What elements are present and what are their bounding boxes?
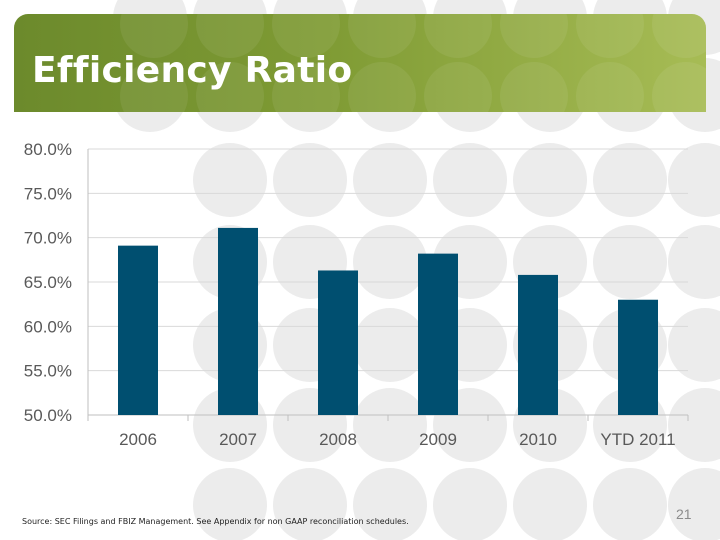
banner-circle [196,14,264,58]
banner-circle [272,14,340,58]
banner-circle [120,62,188,112]
y-tick-label: 60.0% [24,317,72,336]
banner-circle-pattern [120,14,706,112]
pattern-circle [353,388,427,462]
banner-circle [500,62,568,112]
pattern-circle [273,468,347,540]
source-footnote: Source: SEC Filings and FBIZ Management.… [22,517,409,526]
x-tick-label: 2009 [419,430,457,449]
banner-circle [196,62,264,112]
bar-2007 [218,227,258,415]
y-tick-label: 75.0% [24,184,72,203]
pattern-circle [593,225,667,299]
pattern-circle [513,468,587,540]
pattern-circle [273,143,347,217]
pattern-circle [433,468,507,540]
pattern-circle [193,468,267,540]
pattern-circle [668,388,720,462]
banner-circle [652,62,706,112]
banner-circle [576,62,644,112]
banner-circle [348,62,416,112]
bar-2009 [418,253,458,415]
banner-circle [272,62,340,112]
page-title: Efficiency Ratio [32,50,353,91]
y-tick-label: 65.0% [24,273,72,292]
y-tick-label: 55.0% [24,362,72,381]
y-tick-label: 80.0% [24,140,72,159]
pattern-circle [668,143,720,217]
x-tick-label: YTD 2011 [600,430,675,449]
x-tick-label: 2008 [319,430,357,449]
banner-circle [424,14,492,58]
banner-circle [348,14,416,58]
pattern-circle [668,468,720,540]
bar-2010 [518,274,558,415]
banner-circle [652,14,706,58]
pattern-circle [193,143,267,217]
page-number: 21 [676,506,692,522]
bar-2008 [318,270,358,415]
banner-circle [120,14,188,58]
x-tick-label: 2010 [519,430,557,449]
banner-circle [576,14,644,58]
pattern-circle [668,225,720,299]
title-banner: Efficiency Ratio [14,14,706,112]
bar-ytd-2011 [618,299,658,415]
banner-circle [500,14,568,58]
pattern-circle [593,468,667,540]
banner-circle [424,62,492,112]
bar-2006 [118,245,158,415]
x-tick-label: 2006 [119,430,157,449]
pattern-circle [353,143,427,217]
pattern-circle [433,143,507,217]
x-tick-label: 2007 [219,430,257,449]
pattern-circle [593,143,667,217]
pattern-circle [513,143,587,217]
y-tick-label: 70.0% [24,229,72,248]
pattern-circle [353,468,427,540]
y-tick-label: 50.0% [24,406,72,425]
pattern-circle [353,225,427,299]
